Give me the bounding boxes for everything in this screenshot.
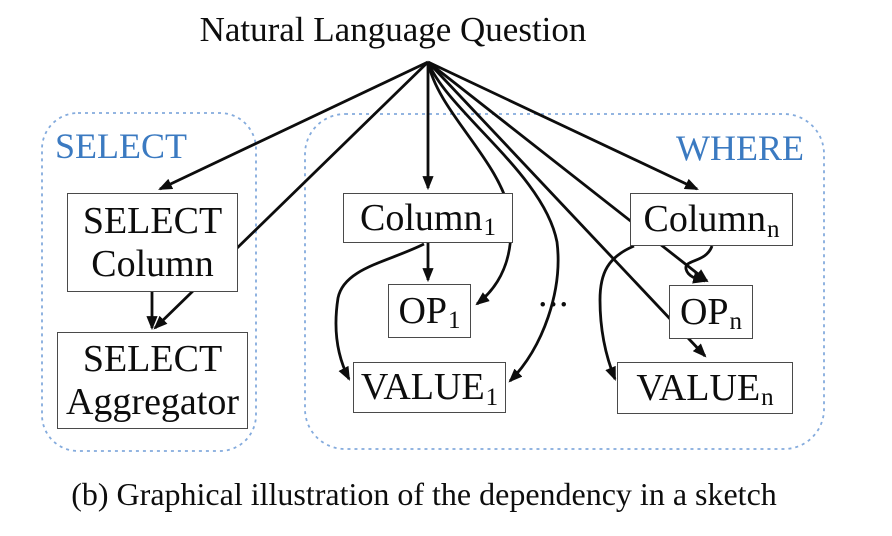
edge-columnn-to-opn — [684, 245, 714, 284]
node-column-1-text: Column — [360, 196, 483, 239]
node-value-n-subscript: n — [761, 384, 774, 411]
node-value-1-subscript: 1 — [485, 383, 499, 411]
edge-nlq-to-opn — [427, 60, 709, 283]
edge-nlq-to-op1 — [426, 61, 513, 306]
node-select-aggregator: SELECT Aggregator — [57, 332, 248, 429]
node-select-aggregator-line2: Aggregator — [65, 380, 240, 423]
node-op-n-subscript: n — [729, 308, 743, 335]
node-value-1-text: VALUE — [360, 366, 485, 409]
node-value-n: VALUE n — [617, 362, 793, 414]
node-column-n-subscript: n — [766, 215, 780, 243]
node-op-n-text: OP — [679, 290, 729, 333]
node-op-n: OP n — [669, 285, 753, 339]
node-column-1: Column 1 — [343, 193, 513, 243]
figure-caption: (b) Graphical illustration of the depend… — [71, 476, 777, 512]
node-op-1: OP 1 — [388, 284, 471, 338]
edge-nlq-to-select-column — [158, 60, 429, 191]
node-column-1-subscript: 1 — [483, 214, 496, 241]
node-select-column: SELECT Column — [67, 193, 238, 292]
node-op-1-text: OP — [398, 289, 448, 332]
node-value-1: VALUE 1 — [353, 362, 506, 413]
node-op-1-subscript: 1 — [448, 307, 461, 334]
where-group-label: WHERE — [676, 128, 804, 168]
node-value-n-text: VALUE — [636, 366, 761, 409]
node-select-column-line1: SELECT — [82, 199, 223, 242]
node-select-column-line2: Column — [91, 242, 214, 285]
edge-nlq-to-columnn — [427, 60, 699, 191]
node-column-n-text: Column — [643, 198, 766, 241]
node-select-aggregator-line1: SELECT — [82, 337, 223, 380]
ellipsis-separator: ... — [538, 273, 570, 315]
select-group-label: SELECT — [55, 126, 187, 166]
edge-columnn-to-valuen — [598, 244, 635, 381]
node-column-n: Column n — [630, 193, 793, 246]
figure-title: Natural Language Question — [199, 10, 587, 49]
